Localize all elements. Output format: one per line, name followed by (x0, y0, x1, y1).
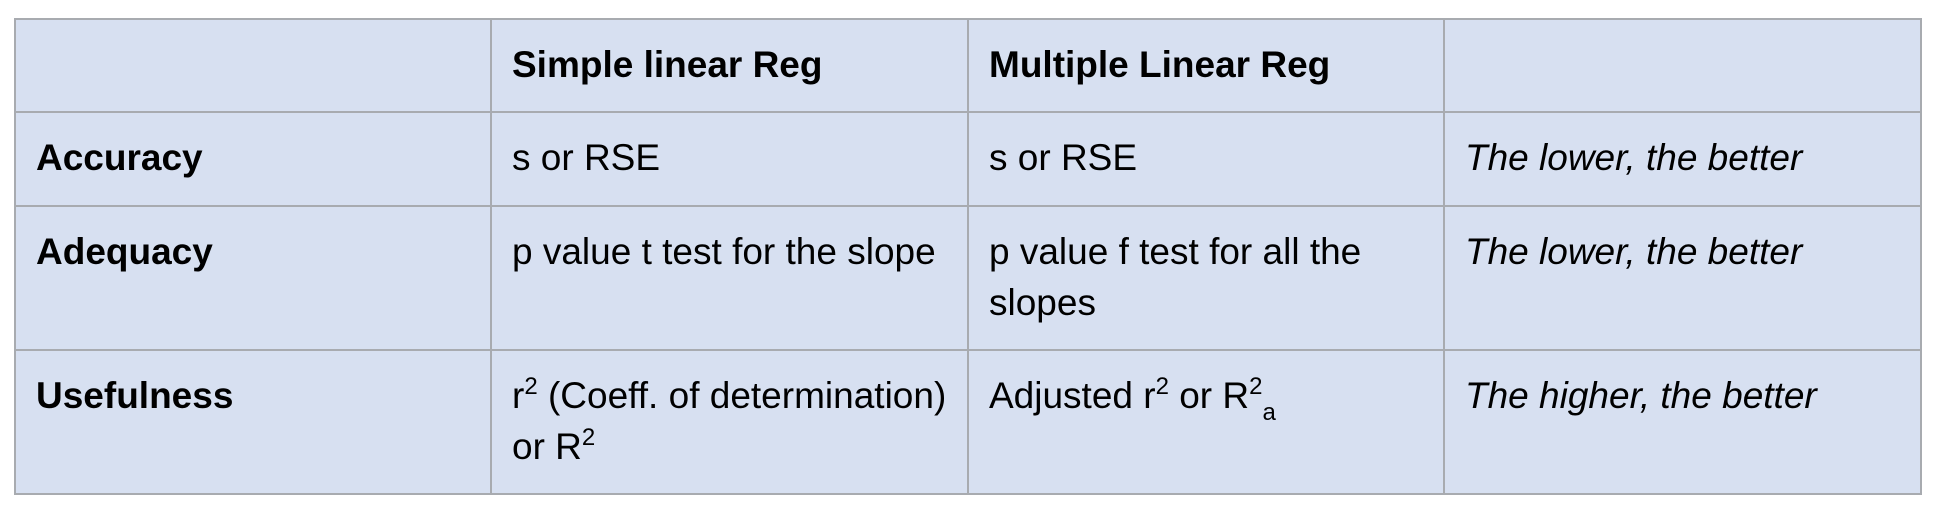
header-cell: Simple linear Reg (490, 18, 969, 113)
cell: p value t test for the slope (490, 205, 969, 351)
note-cell: The lower, the better (1443, 205, 1922, 351)
row: Accuracy s or RSE s or RSE The lower, th… (14, 111, 1922, 207)
superscript: 2 (581, 424, 596, 451)
header-cell: Multiple Linear Reg (967, 18, 1445, 113)
note-cell: The higher, the better (1443, 349, 1922, 495)
superscript: 2 (524, 373, 538, 400)
row: Adequacy p value t test for the slope p … (14, 205, 1922, 351)
text: Adjusted r (989, 375, 1156, 416)
text: (Coeff. of determination) or R (512, 375, 947, 467)
row-label: Adequacy (14, 205, 492, 351)
text: r (512, 375, 525, 416)
cell: Adjusted r2 or R2a (967, 349, 1445, 495)
row-label: Accuracy (14, 111, 492, 207)
superscript: 2 (1155, 373, 1169, 400)
text: or R (1168, 375, 1250, 416)
cell: p value f test for all the slopes (967, 205, 1445, 351)
cell: s or RSE (967, 111, 1445, 207)
subscript: a (1262, 399, 1276, 426)
comparison-table: Simple linear Reg Multiple Linear Reg Ac… (14, 18, 1922, 495)
row-label: Usefulness (14, 349, 492, 495)
empty-cell (1443, 18, 1922, 113)
cell: s or RSE (490, 111, 969, 207)
row: Usefulness r2 (Coeff. of determination) … (14, 349, 1922, 495)
header-row: Simple linear Reg Multiple Linear Reg (14, 18, 1922, 113)
superscript: 2 (1249, 373, 1263, 400)
cell: r2 (Coeff. of determination) or R2 (490, 349, 969, 495)
empty-cell (14, 18, 492, 113)
note-cell: The lower, the better (1443, 111, 1922, 207)
